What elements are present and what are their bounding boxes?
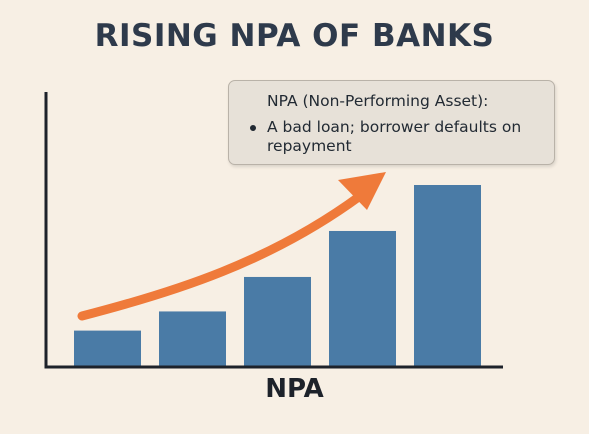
- npa-definition-callout: NPA (Non-Performing Asset): A bad loan; …: [228, 80, 555, 165]
- bar-3: [244, 276, 311, 367]
- callout-heading: NPA (Non-Performing Asset):: [267, 92, 489, 110]
- bar-2: [159, 311, 226, 367]
- bars: [74, 185, 481, 367]
- callout-bullet-text: A bad loan; borrower defaults on repayme…: [267, 118, 522, 155]
- trend-arrow: [77, 191, 365, 321]
- bar-4: [329, 230, 396, 367]
- bar-1: [74, 330, 141, 367]
- trend-arrowhead: [338, 172, 386, 210]
- x-axis-label: NPA: [265, 374, 324, 404]
- bar-5: [414, 185, 481, 367]
- callout-bullet-item: A bad loan; borrower defaults on repayme…: [250, 118, 540, 156]
- chart-title: RISING NPA OF BANKS: [94, 18, 495, 54]
- bullet-icon: [250, 125, 256, 131]
